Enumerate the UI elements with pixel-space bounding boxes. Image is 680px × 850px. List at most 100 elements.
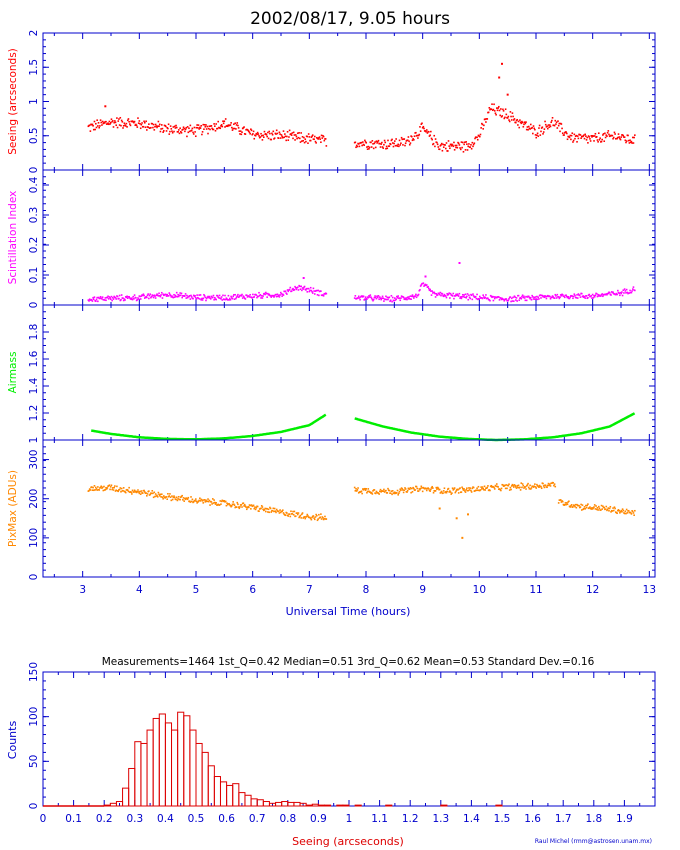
data-point <box>101 120 104 123</box>
data-point <box>173 293 175 296</box>
y-tick-label: 1 <box>28 98 40 105</box>
data-point <box>524 122 527 125</box>
data-point <box>505 298 508 300</box>
data-point <box>500 298 503 301</box>
histogram-bar <box>287 801 295 807</box>
data-point <box>157 491 160 494</box>
data-point <box>407 297 410 300</box>
data-point <box>190 294 192 297</box>
histogram-bar <box>146 729 154 807</box>
data-point <box>597 295 600 297</box>
data-point <box>396 145 399 147</box>
data-point <box>226 299 229 301</box>
data-point <box>387 298 389 301</box>
data-point <box>160 291 163 294</box>
data-point <box>417 293 420 296</box>
data-point <box>459 487 461 489</box>
data-point <box>306 291 309 293</box>
data-point <box>502 298 505 301</box>
data-point <box>194 131 196 133</box>
data-point <box>560 294 563 297</box>
data-point <box>256 505 259 508</box>
y-tick-label: 300 <box>28 450 40 470</box>
data-point <box>135 490 137 493</box>
histogram-bar <box>317 804 326 807</box>
data-point <box>584 297 586 299</box>
data-point <box>481 122 483 125</box>
data-point <box>292 513 295 516</box>
data-point <box>184 128 187 131</box>
data-point <box>170 128 173 130</box>
data-point <box>153 129 156 131</box>
data-point <box>143 294 145 297</box>
data-point <box>92 296 94 299</box>
data-point <box>430 130 432 133</box>
data-point <box>498 105 500 108</box>
data-point <box>482 294 484 296</box>
data-point <box>212 294 215 297</box>
data-point <box>590 508 593 510</box>
data-point <box>390 139 393 142</box>
data-point <box>257 295 260 298</box>
data-point <box>194 135 197 138</box>
data-point <box>309 516 311 519</box>
data-point <box>199 500 202 502</box>
data-point <box>420 485 423 488</box>
data-point <box>316 519 319 522</box>
data-point <box>266 135 268 138</box>
data-point <box>541 294 544 297</box>
data-point <box>515 299 517 301</box>
data-point <box>606 135 608 137</box>
data-point <box>633 514 635 517</box>
data-point <box>284 133 286 135</box>
data-point <box>465 141 467 143</box>
data-point <box>393 142 395 145</box>
data-point <box>443 487 446 490</box>
data-point <box>128 120 130 123</box>
data-point <box>575 134 578 137</box>
data-point <box>271 132 273 135</box>
data-point <box>322 135 325 138</box>
data-point <box>476 489 479 492</box>
histogram-bar <box>164 722 173 807</box>
data-point <box>196 294 198 296</box>
data-point <box>177 131 179 133</box>
data-point <box>314 516 317 518</box>
data-point <box>261 297 264 299</box>
data-point <box>502 484 504 486</box>
data-point <box>620 292 623 295</box>
data-point <box>634 134 636 136</box>
data-point <box>189 124 192 127</box>
data-point <box>284 135 287 138</box>
data-point <box>575 506 578 509</box>
data-point <box>587 142 589 144</box>
data-point <box>630 291 633 294</box>
data-point <box>243 503 246 506</box>
data-point <box>435 486 438 489</box>
data-point <box>498 109 501 112</box>
data-point <box>360 490 363 493</box>
data-point <box>188 295 190 298</box>
y-tick-label: 0 <box>28 302 40 309</box>
data-point <box>583 506 586 508</box>
data-point <box>552 296 555 298</box>
data-point <box>222 294 224 297</box>
data-point <box>474 137 476 140</box>
data-point <box>96 119 98 121</box>
data-point <box>190 296 193 298</box>
data-point <box>372 147 375 150</box>
data-point <box>536 298 539 301</box>
data-point <box>575 297 578 299</box>
data-point <box>572 295 575 298</box>
data-point <box>307 287 310 290</box>
data-point <box>137 489 139 491</box>
data-point <box>394 144 397 147</box>
data-point <box>619 511 621 514</box>
data-point <box>404 488 407 490</box>
data-point <box>95 298 98 301</box>
data-point <box>309 286 312 289</box>
data-point <box>188 127 190 130</box>
data-point <box>532 298 535 300</box>
data-point <box>238 295 241 298</box>
data-point <box>554 293 557 296</box>
